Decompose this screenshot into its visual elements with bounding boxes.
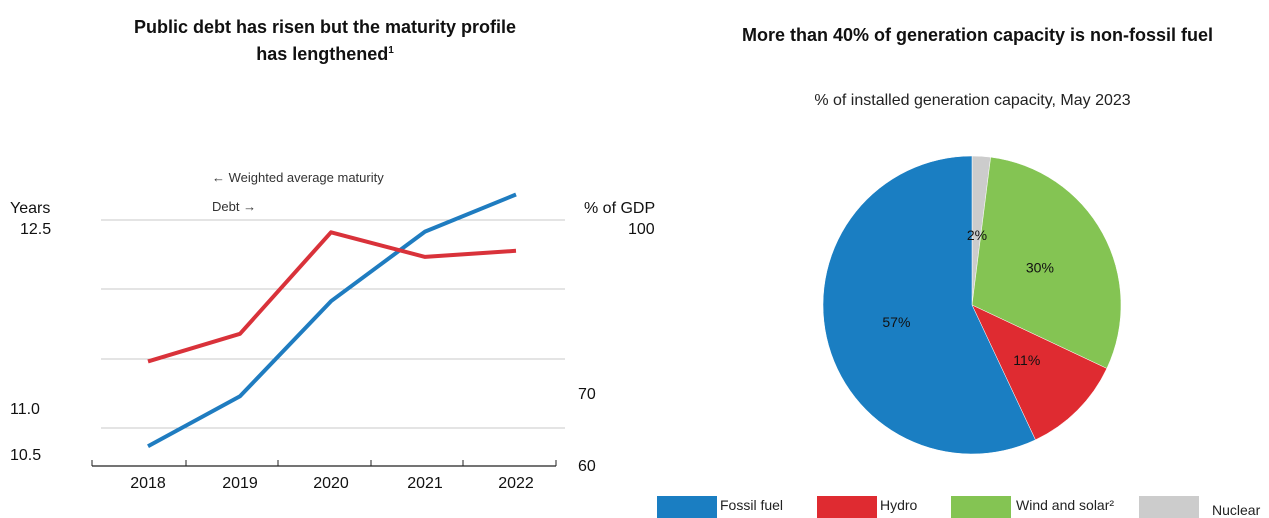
legend-swatch-wind-solar	[951, 496, 1011, 518]
legend-swatch-fossil-fuel	[657, 496, 717, 518]
pie-data-label: 30%	[1026, 260, 1054, 276]
legend-label-wind-solar: Wind and solar²	[1016, 497, 1114, 513]
legend-swatch-nuclear	[1139, 496, 1199, 518]
pie-data-label: 2%	[967, 227, 987, 243]
pie-data-label: 11%	[1013, 352, 1040, 368]
legend-swatch-hydro	[817, 496, 877, 518]
legend-label-fossil-fuel: Fossil fuel	[720, 497, 783, 513]
legend-label-nuclear: Nuclear	[1212, 502, 1260, 518]
pie-data-label: 57%	[882, 314, 910, 330]
legend-label-hydro: Hydro	[880, 497, 917, 513]
